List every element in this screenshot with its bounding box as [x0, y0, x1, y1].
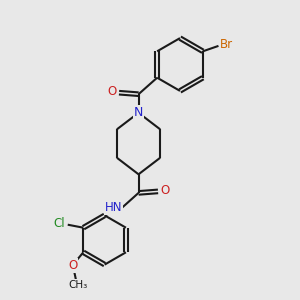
Text: Cl: Cl: [53, 217, 65, 230]
Text: HN: HN: [105, 201, 122, 214]
Text: Br: Br: [220, 38, 233, 51]
Text: O: O: [160, 184, 169, 197]
Text: CH₃: CH₃: [69, 280, 88, 290]
Text: O: O: [108, 85, 117, 98]
Text: O: O: [68, 259, 77, 272]
Text: N: N: [134, 106, 143, 119]
